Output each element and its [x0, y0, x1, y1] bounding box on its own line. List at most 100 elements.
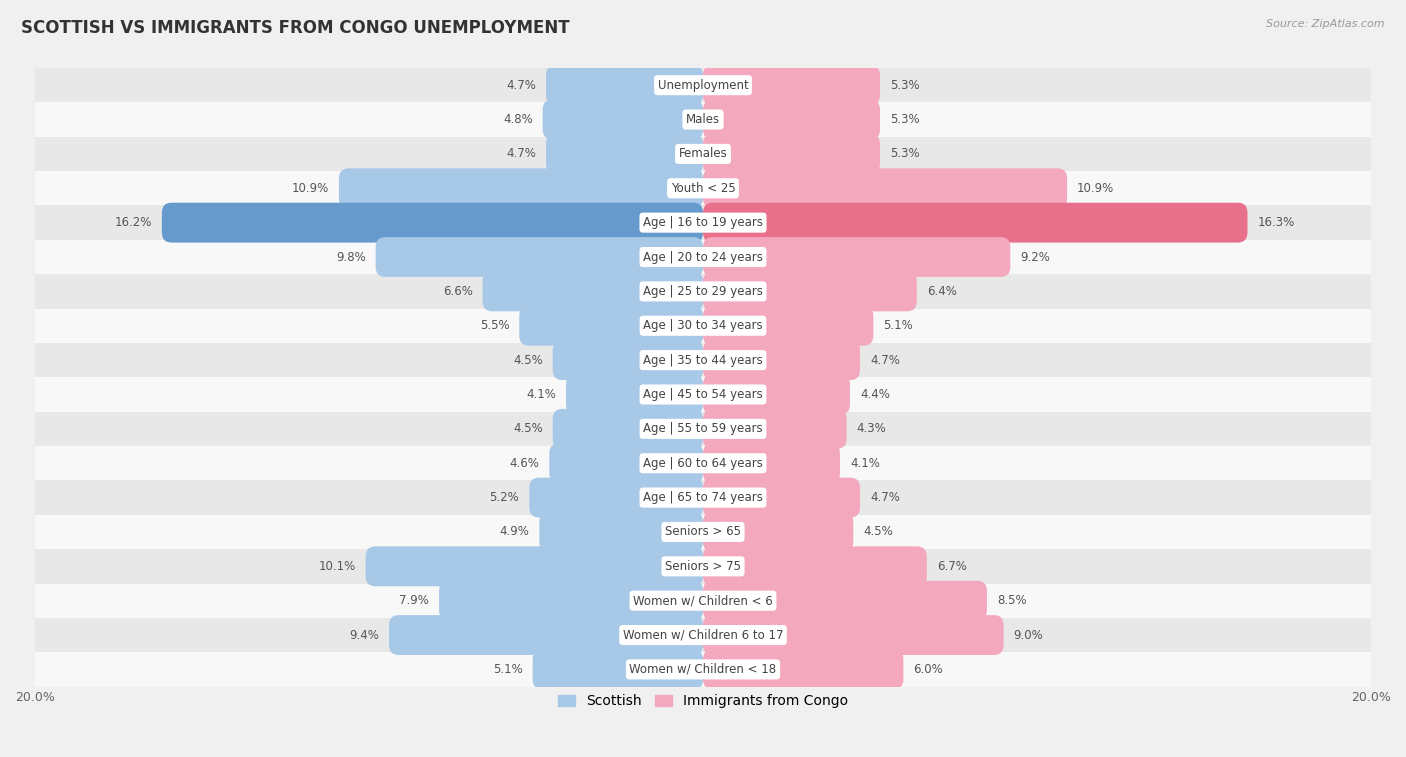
Text: 5.3%: 5.3%: [890, 79, 920, 92]
Bar: [35, 584, 1371, 618]
FancyBboxPatch shape: [482, 272, 703, 311]
FancyBboxPatch shape: [703, 306, 873, 346]
Text: 4.7%: 4.7%: [870, 491, 900, 504]
FancyBboxPatch shape: [546, 65, 703, 105]
Bar: [35, 240, 1371, 274]
Text: Age | 55 to 59 years: Age | 55 to 59 years: [643, 422, 763, 435]
Bar: [35, 68, 1371, 102]
Bar: [35, 412, 1371, 446]
FancyBboxPatch shape: [703, 581, 987, 621]
Text: 4.1%: 4.1%: [526, 388, 555, 401]
FancyBboxPatch shape: [703, 615, 1004, 655]
Text: Age | 35 to 44 years: Age | 35 to 44 years: [643, 354, 763, 366]
Text: 4.9%: 4.9%: [499, 525, 529, 538]
Text: 4.4%: 4.4%: [860, 388, 890, 401]
FancyBboxPatch shape: [339, 168, 703, 208]
FancyBboxPatch shape: [703, 444, 839, 483]
Text: 4.7%: 4.7%: [506, 79, 536, 92]
Text: 6.7%: 6.7%: [936, 560, 967, 573]
FancyBboxPatch shape: [543, 100, 703, 139]
FancyBboxPatch shape: [519, 306, 703, 346]
Bar: [35, 102, 1371, 137]
Text: 4.7%: 4.7%: [506, 148, 536, 160]
Text: Age | 65 to 74 years: Age | 65 to 74 years: [643, 491, 763, 504]
FancyBboxPatch shape: [533, 650, 703, 690]
FancyBboxPatch shape: [703, 272, 917, 311]
Text: Males: Males: [686, 113, 720, 126]
FancyBboxPatch shape: [703, 650, 904, 690]
Text: 16.3%: 16.3%: [1257, 217, 1295, 229]
FancyBboxPatch shape: [529, 478, 703, 518]
FancyBboxPatch shape: [162, 203, 703, 242]
Text: 5.2%: 5.2%: [489, 491, 519, 504]
Legend: Scottish, Immigrants from Congo: Scottish, Immigrants from Congo: [553, 689, 853, 714]
Text: 6.4%: 6.4%: [927, 285, 956, 298]
Text: Age | 30 to 34 years: Age | 30 to 34 years: [643, 319, 763, 332]
FancyBboxPatch shape: [703, 340, 860, 380]
Bar: [35, 309, 1371, 343]
Text: 9.0%: 9.0%: [1014, 628, 1043, 641]
Text: 5.5%: 5.5%: [479, 319, 509, 332]
Bar: [35, 205, 1371, 240]
Text: 4.8%: 4.8%: [503, 113, 533, 126]
FancyBboxPatch shape: [703, 100, 880, 139]
FancyBboxPatch shape: [703, 409, 846, 449]
Text: 10.9%: 10.9%: [1077, 182, 1115, 195]
Text: Age | 16 to 19 years: Age | 16 to 19 years: [643, 217, 763, 229]
Text: 8.5%: 8.5%: [997, 594, 1026, 607]
FancyBboxPatch shape: [546, 134, 703, 174]
Text: 16.2%: 16.2%: [114, 217, 152, 229]
Text: 4.5%: 4.5%: [513, 422, 543, 435]
Text: 7.9%: 7.9%: [399, 594, 429, 607]
Text: 6.6%: 6.6%: [443, 285, 472, 298]
Text: 5.1%: 5.1%: [494, 663, 523, 676]
FancyBboxPatch shape: [703, 65, 880, 105]
FancyBboxPatch shape: [550, 444, 703, 483]
Text: 9.4%: 9.4%: [349, 628, 380, 641]
Text: 9.2%: 9.2%: [1021, 251, 1050, 263]
FancyBboxPatch shape: [703, 512, 853, 552]
Text: 10.1%: 10.1%: [318, 560, 356, 573]
Text: SCOTTISH VS IMMIGRANTS FROM CONGO UNEMPLOYMENT: SCOTTISH VS IMMIGRANTS FROM CONGO UNEMPL…: [21, 19, 569, 37]
Text: 4.6%: 4.6%: [509, 456, 540, 469]
Text: Women w/ Children 6 to 17: Women w/ Children 6 to 17: [623, 628, 783, 641]
Text: Women w/ Children < 6: Women w/ Children < 6: [633, 594, 773, 607]
Bar: [35, 653, 1371, 687]
FancyBboxPatch shape: [553, 409, 703, 449]
Bar: [35, 274, 1371, 309]
FancyBboxPatch shape: [703, 237, 1011, 277]
FancyBboxPatch shape: [389, 615, 703, 655]
Text: Age | 60 to 64 years: Age | 60 to 64 years: [643, 456, 763, 469]
FancyBboxPatch shape: [703, 478, 860, 518]
Text: 4.5%: 4.5%: [513, 354, 543, 366]
Text: 4.3%: 4.3%: [856, 422, 886, 435]
Text: 5.1%: 5.1%: [883, 319, 912, 332]
FancyBboxPatch shape: [553, 340, 703, 380]
Bar: [35, 446, 1371, 481]
Text: Source: ZipAtlas.com: Source: ZipAtlas.com: [1267, 19, 1385, 29]
Text: 10.9%: 10.9%: [291, 182, 329, 195]
Bar: [35, 343, 1371, 377]
Text: 9.8%: 9.8%: [336, 251, 366, 263]
Bar: [35, 377, 1371, 412]
Text: 4.5%: 4.5%: [863, 525, 893, 538]
Text: Seniors > 65: Seniors > 65: [665, 525, 741, 538]
Text: 5.3%: 5.3%: [890, 148, 920, 160]
FancyBboxPatch shape: [567, 375, 703, 414]
Text: Unemployment: Unemployment: [658, 79, 748, 92]
Text: 5.3%: 5.3%: [890, 113, 920, 126]
Text: Females: Females: [679, 148, 727, 160]
Text: Age | 45 to 54 years: Age | 45 to 54 years: [643, 388, 763, 401]
Text: 4.7%: 4.7%: [870, 354, 900, 366]
Text: 6.0%: 6.0%: [914, 663, 943, 676]
FancyBboxPatch shape: [375, 237, 703, 277]
Text: Age | 20 to 24 years: Age | 20 to 24 years: [643, 251, 763, 263]
Text: Youth < 25: Youth < 25: [671, 182, 735, 195]
Bar: [35, 481, 1371, 515]
Bar: [35, 618, 1371, 653]
FancyBboxPatch shape: [703, 168, 1067, 208]
Bar: [35, 171, 1371, 205]
FancyBboxPatch shape: [366, 547, 703, 586]
FancyBboxPatch shape: [703, 547, 927, 586]
Bar: [35, 137, 1371, 171]
